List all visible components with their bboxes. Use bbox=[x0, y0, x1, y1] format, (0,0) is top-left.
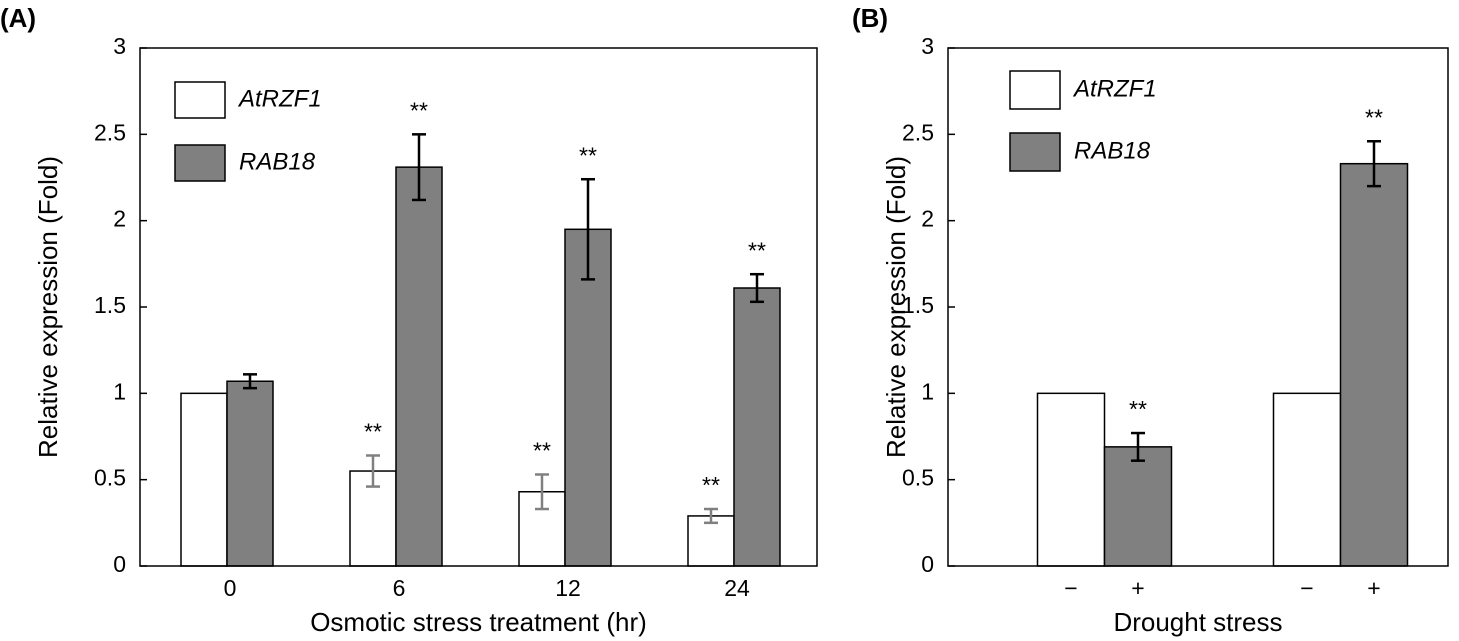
y-tick-label: 2 bbox=[921, 206, 934, 232]
legend-swatch bbox=[174, 144, 226, 182]
y-tick-label: 0.5 bbox=[94, 465, 126, 491]
y-tick-label: 1.5 bbox=[902, 292, 934, 318]
y-tick-label: 1.5 bbox=[94, 292, 126, 318]
legend-label: RAB18 bbox=[1074, 137, 1151, 164]
significance-label: ** bbox=[748, 237, 766, 263]
x-axis-title: Osmotic stress treatment (hr) bbox=[310, 607, 647, 637]
x-tick-label: 6 bbox=[393, 575, 406, 601]
significance-label: ** bbox=[702, 472, 720, 498]
x-axis-title: Drought stress bbox=[1113, 607, 1282, 637]
legend-label: AtRZF1 bbox=[237, 85, 322, 112]
plot-frame bbox=[947, 47, 1449, 567]
x-tick-label: − bbox=[1300, 575, 1313, 601]
bar bbox=[180, 392, 228, 567]
significance-label: ** bbox=[1365, 104, 1383, 130]
x-tick-label: + bbox=[1131, 575, 1144, 601]
plot-frame bbox=[139, 47, 818, 567]
y-tick-label: 0.5 bbox=[902, 465, 934, 491]
y-axis-title: Relative expression (Fold) bbox=[881, 156, 911, 458]
significance-label: ** bbox=[410, 97, 428, 123]
y-tick-label: 3 bbox=[113, 33, 126, 59]
y-tick-label: 2 bbox=[113, 206, 126, 232]
y-tick-label: 0 bbox=[113, 551, 126, 577]
significance-label: ** bbox=[579, 142, 597, 168]
x-tick-label: + bbox=[1367, 575, 1380, 601]
x-tick-label: − bbox=[1064, 575, 1077, 601]
x-tick-label: 24 bbox=[724, 575, 750, 601]
bar bbox=[395, 166, 443, 567]
legend-label: AtRZF1 bbox=[1072, 75, 1157, 102]
y-tick-label: 2.5 bbox=[902, 119, 934, 145]
legend-swatch bbox=[1009, 70, 1061, 110]
panel-label: (A) bbox=[0, 3, 36, 33]
y-tick-label: 2.5 bbox=[94, 119, 126, 145]
bar bbox=[226, 380, 274, 567]
legend-label: RAB18 bbox=[239, 148, 316, 175]
y-axis-title: Relative expression (Fold) bbox=[33, 156, 63, 458]
y-tick-label: 1 bbox=[921, 378, 934, 404]
legend-swatch bbox=[1009, 132, 1061, 172]
bar bbox=[1272, 392, 1342, 567]
bar bbox=[1339, 162, 1409, 567]
y-tick-label: 0 bbox=[921, 551, 934, 577]
x-tick-label: 0 bbox=[224, 575, 237, 601]
bar bbox=[564, 228, 612, 567]
x-tick-label: 12 bbox=[555, 575, 581, 601]
bar bbox=[1103, 446, 1173, 567]
significance-label: ** bbox=[533, 438, 551, 464]
legend-swatch bbox=[174, 81, 226, 119]
significance-label: ** bbox=[1129, 396, 1147, 422]
significance-label: ** bbox=[364, 419, 382, 445]
bar bbox=[1036, 392, 1106, 567]
y-tick-label: 3 bbox=[921, 33, 934, 59]
bar bbox=[733, 287, 781, 567]
y-tick-label: 1 bbox=[113, 378, 126, 404]
panel-label: (B) bbox=[852, 3, 888, 33]
